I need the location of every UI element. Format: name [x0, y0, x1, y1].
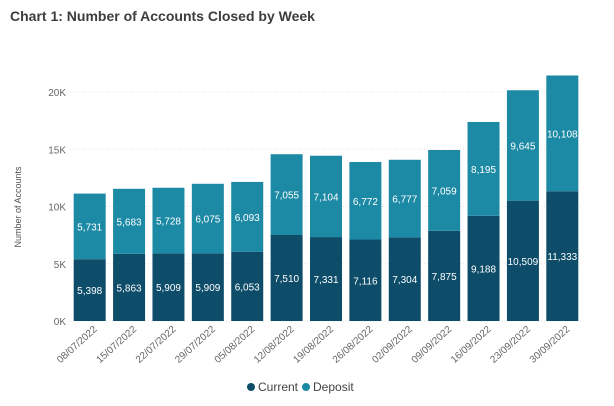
bar-current-label: 11,333 [547, 252, 577, 263]
y-tick-label: 15K [48, 145, 66, 156]
x-tick-label: 02/09/2022 [370, 324, 415, 366]
bars [73, 75, 579, 321]
x-tick-label: 19/08/2022 [291, 324, 336, 366]
legend-deposit-label: Deposit [313, 380, 354, 394]
y-tick-label: 5K [54, 260, 67, 271]
bar-deposit [349, 161, 382, 240]
bar-deposit [270, 154, 303, 236]
x-tick-label: 08/07/2022 [55, 324, 100, 366]
x-tick-label: 12/08/2022 [252, 324, 297, 366]
bar-deposit-label: 7,104 [313, 192, 338, 203]
x-tick-label: 16/09/2022 [449, 324, 494, 366]
bar-deposit-label: 6,772 [353, 197, 378, 208]
bar-deposit [388, 159, 421, 238]
bar-current [270, 235, 303, 321]
y-axis-ticks: 0K 5K 10K 15K 20K [48, 88, 66, 328]
bar-current [349, 239, 382, 321]
x-tick-label: 09/09/2022 [410, 324, 455, 366]
bar-current [113, 253, 146, 321]
bar-current [152, 253, 185, 321]
y-tick-label: 20K [48, 88, 66, 99]
chart-title: Chart 1: Number of Accounts Closed by We… [10, 8, 315, 24]
bar-current-label: 5,863 [117, 283, 142, 294]
bar-current-label: 7,304 [392, 275, 417, 286]
bar-current [191, 253, 224, 321]
bar-deposit [546, 75, 579, 192]
bar-current-label: 7,875 [432, 272, 457, 283]
y-tick-label: 10K [48, 203, 66, 214]
bar-current [73, 259, 106, 321]
bar-deposit [191, 183, 224, 254]
bar-current-label: 5,909 [195, 283, 220, 294]
y-tick-label: 0K [54, 317, 67, 328]
x-tick-label: 22/07/2022 [134, 324, 179, 366]
bar-current [310, 237, 342, 321]
bar-labels: 5,398 5,731 5,863 5,683 5,909 5,728 5,909 6,075… [77, 129, 578, 297]
bar-deposit-label: 5,731 [77, 222, 102, 233]
legend-current-marker [247, 383, 255, 391]
bar-deposit-label: 6,075 [195, 215, 220, 226]
bar-current [231, 251, 264, 321]
bar-deposit-label: 5,683 [117, 217, 142, 228]
bar-deposit-label: 7,055 [274, 191, 299, 202]
legend-deposit-marker [302, 383, 310, 391]
bar-deposit [231, 181, 264, 252]
x-tick-label: 26/08/2022 [331, 324, 376, 366]
legend-current-label: Current [258, 380, 299, 394]
bar-current-label: 5,909 [156, 283, 181, 294]
bar-current [467, 215, 500, 321]
bar-current [546, 191, 579, 321]
bar-deposit-label: 10,108 [547, 129, 578, 140]
bar-deposit [506, 90, 539, 201]
bar-current-label: 10,509 [508, 257, 539, 268]
y-axis-title: Number of Accounts [13, 166, 23, 248]
x-tick-label: 05/08/2022 [213, 324, 258, 366]
bar-deposit-label: 8,195 [471, 165, 496, 176]
bar-current-label: 6,053 [235, 282, 260, 293]
x-tick-label: 29/07/2022 [173, 324, 218, 366]
bar-deposit-label: 5,728 [156, 217, 181, 228]
bar-current-label: 7,116 [353, 276, 378, 287]
bar-deposit-label: 9,645 [510, 141, 535, 152]
x-axis-ticks: 08/07/202215/07/202222/07/202229/07/2022… [55, 324, 572, 366]
bar-current-label: 7,331 [313, 275, 338, 286]
bar-current [388, 237, 421, 321]
legend: Current Deposit [247, 380, 354, 394]
bar-deposit [73, 193, 106, 260]
bar-deposit [310, 155, 342, 238]
bar-deposit [467, 121, 500, 216]
x-tick-label: 30/09/2022 [528, 324, 573, 366]
bar-deposit [113, 188, 146, 254]
bar-deposit-label: 6,093 [235, 213, 260, 224]
x-tick-label: 15/07/2022 [95, 324, 140, 366]
x-tick-label: 23/09/2022 [488, 324, 533, 366]
bar-deposit [428, 150, 461, 231]
bar-deposit-label: 7,059 [432, 186, 457, 197]
bar-current-label: 9,188 [471, 264, 496, 275]
bar-current [428, 230, 461, 321]
bar-deposit [152, 187, 185, 254]
bar-current-label: 7,510 [274, 274, 299, 285]
bar-deposit-label: 6,777 [392, 195, 417, 206]
bar-current-label: 5,398 [77, 286, 102, 297]
bar-current [506, 200, 539, 321]
